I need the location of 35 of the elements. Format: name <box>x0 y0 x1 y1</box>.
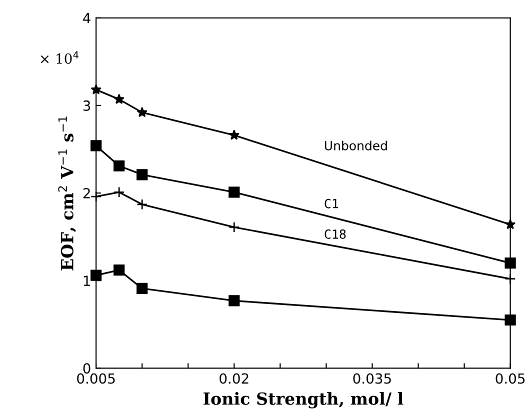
point <box>90 140 102 152</box>
point <box>136 106 148 118</box>
point <box>114 186 125 198</box>
x-axis-title: Ionic Strength, mol/ l <box>204 392 404 408</box>
point <box>90 84 102 94</box>
x-tick-label: 0.005 <box>77 373 115 384</box>
point <box>114 264 125 276</box>
point <box>228 186 240 198</box>
point <box>228 295 240 306</box>
point <box>504 314 516 326</box>
point <box>228 130 240 140</box>
y-tick-label: 3 <box>83 100 90 111</box>
point <box>136 198 148 210</box>
point <box>504 218 516 230</box>
series-label: C18 <box>324 229 346 239</box>
point <box>504 258 516 269</box>
point <box>90 190 102 202</box>
y-tick-label: 0 <box>83 363 90 374</box>
series-label: C1 <box>324 198 338 208</box>
y-tick-label: 1 <box>84 276 90 286</box>
point <box>114 94 124 104</box>
point <box>114 160 125 172</box>
text: × 10$^{4}$ <box>40 51 78 64</box>
point <box>90 270 102 281</box>
x-tick-label: 0.02 <box>220 373 248 384</box>
series-label: Unbonded <box>324 140 387 150</box>
point <box>136 169 148 180</box>
y-tick-label: 2 <box>83 188 90 198</box>
point <box>136 282 148 294</box>
point <box>228 222 240 233</box>
y-axis-title: EOF, cm$^{2}$ V$^{−1}$ s$^{−1}$ <box>58 116 76 270</box>
y-tick-label: 4 <box>83 13 90 24</box>
x-tick-label: 0.035 <box>353 373 391 384</box>
x-tick-label: 0.05 <box>496 373 525 384</box>
point <box>504 273 516 284</box>
